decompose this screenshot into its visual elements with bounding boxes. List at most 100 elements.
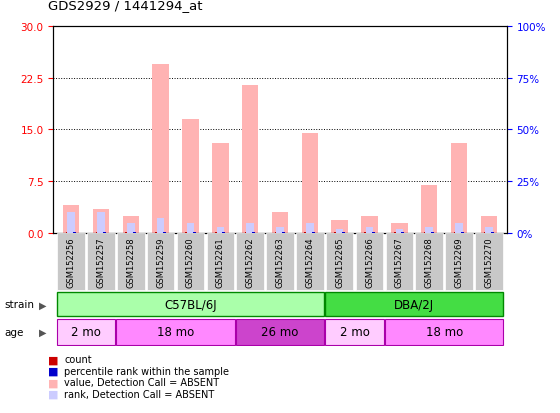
- Text: rank, Detection Call = ABSENT: rank, Detection Call = ABSENT: [64, 389, 214, 399]
- Bar: [361, 216, 378, 233]
- Bar: [445, 234, 473, 291]
- Bar: [385, 319, 503, 345]
- Bar: [336, 229, 343, 233]
- Text: 2 mo: 2 mo: [71, 325, 101, 339]
- Bar: [97, 213, 105, 233]
- Bar: [177, 234, 204, 291]
- Bar: [123, 216, 139, 233]
- Bar: [157, 219, 165, 233]
- Text: age: age: [4, 327, 24, 337]
- Bar: [116, 319, 235, 345]
- Bar: [212, 144, 228, 233]
- Bar: [485, 227, 493, 233]
- Bar: [366, 227, 374, 233]
- Bar: [386, 234, 413, 291]
- Bar: [103, 232, 106, 233]
- Text: ▶: ▶: [39, 299, 47, 310]
- Bar: [312, 232, 315, 233]
- Bar: [272, 213, 288, 233]
- Bar: [217, 227, 224, 233]
- Text: GSM152256: GSM152256: [67, 237, 76, 287]
- Text: ■: ■: [48, 354, 58, 364]
- Bar: [455, 223, 463, 233]
- Text: 18 mo: 18 mo: [157, 325, 194, 339]
- Text: GSM152266: GSM152266: [365, 237, 374, 287]
- Text: GSM152268: GSM152268: [424, 237, 433, 287]
- Bar: [325, 292, 503, 317]
- Bar: [63, 206, 80, 233]
- Text: 2 mo: 2 mo: [340, 325, 370, 339]
- Text: GSM152259: GSM152259: [156, 237, 165, 287]
- Text: C57BL/6J: C57BL/6J: [164, 298, 217, 311]
- Text: GSM152263: GSM152263: [276, 237, 284, 287]
- Bar: [152, 65, 169, 233]
- Bar: [454, 232, 458, 233]
- Bar: [163, 232, 166, 233]
- Bar: [66, 232, 69, 233]
- Bar: [276, 227, 284, 233]
- Text: count: count: [64, 354, 92, 364]
- Bar: [245, 232, 249, 233]
- Bar: [57, 292, 324, 317]
- Bar: [305, 232, 308, 233]
- Text: GSM152267: GSM152267: [395, 237, 404, 287]
- Bar: [252, 232, 255, 233]
- Bar: [96, 232, 99, 233]
- Bar: [480, 216, 497, 233]
- Bar: [207, 234, 234, 291]
- Bar: [246, 223, 254, 233]
- Bar: [306, 223, 314, 233]
- Text: GSM152257: GSM152257: [96, 237, 105, 287]
- Bar: [426, 227, 433, 233]
- Bar: [87, 234, 115, 291]
- Text: GDS2929 / 1441294_at: GDS2929 / 1441294_at: [48, 0, 202, 12]
- Text: GSM152261: GSM152261: [216, 237, 225, 287]
- Bar: [182, 120, 199, 233]
- Text: ■: ■: [48, 377, 58, 387]
- Bar: [461, 232, 464, 233]
- Text: GSM152264: GSM152264: [305, 237, 314, 287]
- Bar: [117, 234, 144, 291]
- Text: GSM152262: GSM152262: [246, 237, 255, 287]
- Bar: [73, 232, 76, 233]
- Bar: [147, 234, 174, 291]
- Text: 26 mo: 26 mo: [262, 325, 298, 339]
- Bar: [67, 213, 75, 233]
- Text: value, Detection Call = ABSENT: value, Detection Call = ABSENT: [64, 377, 220, 387]
- Bar: [356, 234, 383, 291]
- Bar: [326, 234, 353, 291]
- Bar: [296, 234, 324, 291]
- Bar: [416, 234, 443, 291]
- Text: ■: ■: [48, 366, 58, 376]
- Bar: [236, 319, 324, 345]
- Text: GSM152260: GSM152260: [186, 237, 195, 287]
- Bar: [155, 232, 159, 233]
- Text: strain: strain: [4, 299, 35, 310]
- Bar: [57, 319, 115, 345]
- Text: GSM152258: GSM152258: [127, 237, 136, 287]
- Bar: [332, 221, 348, 233]
- Bar: [93, 209, 109, 233]
- Text: ▶: ▶: [39, 327, 47, 337]
- Text: GSM152265: GSM152265: [335, 237, 344, 287]
- Bar: [325, 319, 384, 345]
- Bar: [266, 234, 294, 291]
- Bar: [451, 144, 467, 233]
- Text: GSM152270: GSM152270: [484, 237, 493, 287]
- Text: DBA/2J: DBA/2J: [394, 298, 435, 311]
- Bar: [193, 232, 195, 233]
- Bar: [242, 85, 258, 233]
- Bar: [186, 223, 194, 233]
- Bar: [391, 223, 408, 233]
- Bar: [421, 185, 437, 233]
- Text: GSM152269: GSM152269: [455, 237, 464, 287]
- Bar: [395, 229, 403, 233]
- Bar: [57, 234, 85, 291]
- Bar: [127, 223, 134, 233]
- Bar: [236, 234, 264, 291]
- Bar: [302, 133, 318, 233]
- Text: ■: ■: [48, 389, 58, 399]
- Bar: [475, 234, 503, 291]
- Text: 18 mo: 18 mo: [426, 325, 463, 339]
- Text: percentile rank within the sample: percentile rank within the sample: [64, 366, 230, 376]
